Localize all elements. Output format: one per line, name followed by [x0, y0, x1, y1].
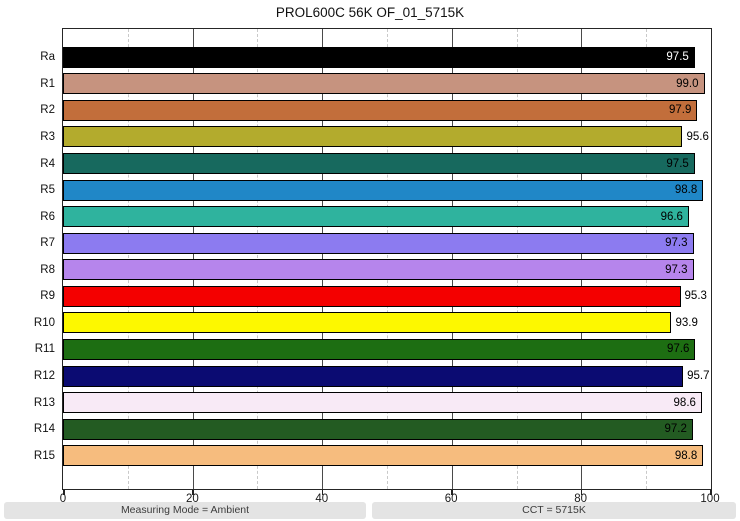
value-label: 97.9 — [669, 104, 692, 117]
value-label: 96.6 — [660, 210, 683, 223]
bar-row-ra: Ra 97.5 — [40, 44, 711, 71]
plot-area: Ra 97.5 R1 99.0 R2 97.9 R3 95.6 R4 97.5 R5 98.8 R6 96… — [34, 28, 712, 490]
bar-r12: 95.7 — [63, 365, 710, 387]
bar-r9: 95.3 — [63, 285, 707, 307]
bar-r7: 97.3 — [63, 232, 694, 254]
bar-row-r8: R8 97.3 — [40, 257, 711, 284]
gridline-minor — [127, 29, 129, 489]
bar-row-r6: R6 96.6 — [40, 203, 711, 230]
y-axis-label: R1 — [40, 77, 55, 90]
value-label: 95.6 — [686, 130, 709, 143]
value-label: 98.8 — [674, 184, 698, 197]
value-label: 98.6 — [673, 396, 696, 409]
value-label: 93.9 — [675, 316, 698, 329]
bar-r11: 97.6 — [63, 338, 696, 360]
value-label: 97.5 — [666, 157, 689, 170]
x-axis-tick — [451, 490, 453, 495]
y-axis-label: R8 — [40, 263, 55, 276]
value-label: 97.6 — [667, 343, 690, 356]
bar-row-r5: R5 98.8 — [40, 177, 711, 204]
bar-row-r3: R3 95.6 — [40, 124, 711, 151]
y-axis-label: R3 — [40, 130, 55, 143]
bar-r10: 93.9 — [63, 312, 698, 334]
y-axis-label: R12 — [33, 370, 55, 383]
bar-row-r13: R13 98.6 — [34, 389, 711, 416]
bar-r4: 97.5 — [63, 153, 695, 175]
bar-row-r4: R4 97.5 — [40, 150, 711, 177]
y-axis-label: Ra — [40, 51, 55, 64]
value-label: 97.5 — [666, 51, 689, 64]
bar-r3: 95.6 — [63, 126, 709, 148]
y-axis-label: R9 — [40, 290, 55, 303]
x-axis-tick — [710, 490, 712, 495]
y-axis-label: R13 — [33, 396, 55, 409]
bar-ra: 97.5 — [63, 46, 695, 68]
y-axis-label: R7 — [40, 237, 55, 250]
bar-r15: 98.8 — [63, 445, 704, 467]
gridline-major — [581, 29, 583, 489]
value-label: 98.8 — [674, 449, 698, 462]
bar-row-r14: R14 97.2 — [34, 416, 711, 443]
gridline-minor — [257, 29, 259, 489]
bars-layer: Ra 97.5 R1 99.0 R2 97.9 R3 95.6 R4 97.5 R5 98.8 R6 96… — [34, 29, 711, 489]
gridline-major — [322, 29, 324, 489]
bar-row-r10: R10 93.9 — [34, 310, 711, 337]
bar-row-r15: R15 98.8 — [34, 442, 711, 469]
x-axis-tick-label: 0 — [59, 493, 67, 505]
value-label: 99.0 — [676, 77, 699, 90]
status-measuring-mode: Measuring Mode = Ambient — [4, 502, 366, 519]
value-label: 97.3 — [665, 263, 688, 276]
bar-row-r2: R2 97.9 — [40, 97, 711, 124]
value-label: 95.3 — [684, 290, 707, 303]
x-axis-tick — [321, 490, 324, 495]
bar-r5: 98.8 — [63, 179, 704, 201]
y-axis-label: R5 — [40, 184, 55, 197]
gridline-minor — [387, 29, 388, 489]
y-axis-label: R6 — [40, 210, 55, 223]
y-axis-label: R4 — [40, 157, 55, 170]
value-label: 95.7 — [687, 370, 710, 383]
bar-r2: 97.9 — [63, 99, 698, 121]
bar-row-r12: R12 95.7 — [34, 363, 711, 390]
bar-row-r1: R1 99.0 — [40, 71, 711, 98]
bar-row-r9: R9 95.3 — [40, 283, 711, 310]
bar-r14: 97.2 — [63, 418, 693, 440]
bar-row-r7: R7 97.3 — [40, 230, 711, 257]
y-axis-label: R2 — [40, 104, 55, 117]
value-label: 97.3 — [665, 237, 688, 250]
bar-r1: 99.0 — [63, 73, 705, 95]
bar-r6: 96.6 — [63, 206, 689, 228]
y-axis-label: R14 — [33, 423, 55, 436]
bar-r13: 98.6 — [63, 392, 702, 414]
value-label: 97.2 — [664, 423, 687, 436]
x-axis-tick — [192, 490, 194, 495]
gridline-major — [192, 29, 194, 489]
y-axis-label: R15 — [33, 449, 55, 462]
gridline-minor — [646, 29, 648, 489]
chart-title: PROL600C 56K OF_01_5715K — [275, 5, 465, 20]
status-cct: CCT = 5715K — [372, 502, 736, 519]
x-axis-tick — [63, 490, 65, 495]
x-axis-tick — [580, 490, 583, 495]
y-axis-label: R11 — [34, 343, 55, 356]
gridline-major — [451, 29, 453, 489]
bar-r8: 97.3 — [63, 259, 694, 281]
gridline-minor — [516, 29, 518, 489]
y-axis-label: R10 — [33, 316, 55, 329]
bar-row-r11: R11 97.6 — [35, 336, 711, 363]
